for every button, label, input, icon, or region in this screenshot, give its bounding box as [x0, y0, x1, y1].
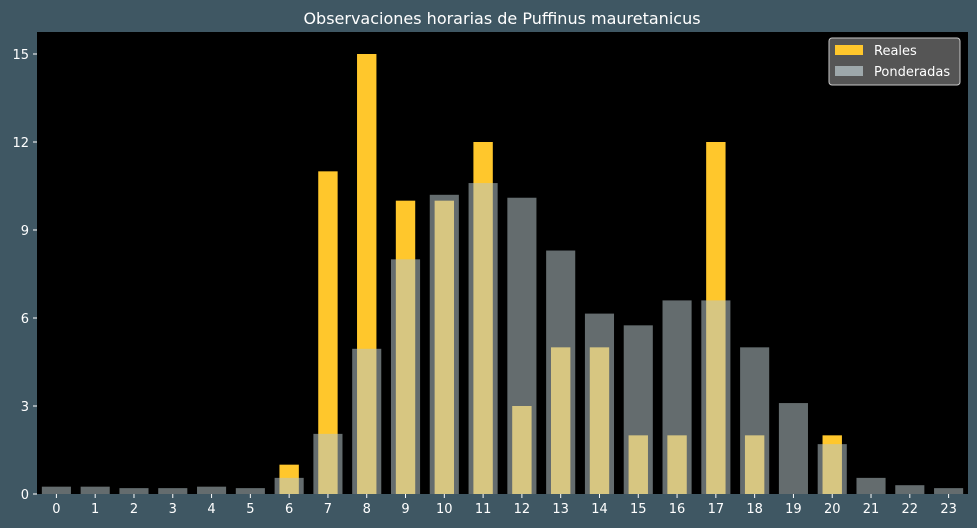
bar-ponderadas-8: [352, 348, 382, 494]
bar-ponderadas-7: [313, 433, 343, 494]
x-tick-label-20: 20: [824, 502, 841, 517]
bar-ponderadas-21: [856, 477, 886, 494]
x-tick-label-3: 3: [169, 502, 177, 517]
y-tick-label-3: 3: [21, 400, 29, 415]
bar-ponderadas-2: [119, 488, 149, 494]
bar-ponderadas-3: [158, 488, 188, 494]
x-tick-label-4: 4: [207, 502, 215, 517]
x-tick-label-22: 22: [902, 502, 919, 517]
plot-area: [37, 32, 968, 494]
x-axis: 0 1 2 3 4 5 6 7 8 9 10 11 12 13 14 15 16 17 18 19 20 21 22 23: [52, 494, 957, 517]
x-tick-label-9: 9: [401, 502, 409, 517]
legend: Reales Ponderadas: [828, 37, 961, 86]
bar-ponderadas-5: [235, 488, 265, 494]
x-tick-label-6: 6: [285, 502, 293, 517]
x-tick-label-8: 8: [363, 502, 371, 517]
x-tick-label-16: 16: [669, 502, 686, 517]
y-tick-label-0: 0: [21, 488, 29, 503]
bar-ponderadas-16: [662, 300, 692, 494]
legend-swatch-ponderadas: [835, 66, 863, 76]
bar-ponderadas-18: [740, 347, 770, 494]
y-tick-label-12: 12: [12, 136, 29, 151]
y-tick-label-6: 6: [21, 312, 29, 327]
bar-ponderadas-0: [41, 486, 71, 494]
x-tick-label-0: 0: [52, 502, 60, 517]
bar-ponderadas-11: [468, 183, 498, 495]
bar-ponderadas-10: [429, 194, 459, 495]
bar-ponderadas-4: [197, 486, 227, 494]
series-ponderadas: [41, 183, 964, 495]
y-tick-label-15: 15: [12, 48, 29, 63]
x-tick-label-23: 23: [940, 502, 957, 517]
legend-label-ponderadas: Ponderadas: [874, 65, 950, 80]
bar-ponderadas-19: [778, 403, 808, 494]
bar-ponderadas-1: [80, 486, 110, 494]
x-tick-label-15: 15: [630, 502, 647, 517]
bar-ponderadas-20: [817, 444, 847, 494]
x-tick-label-18: 18: [746, 502, 763, 517]
legend-label-reales: Reales: [874, 44, 917, 59]
bar-ponderadas-17: [701, 300, 731, 494]
bar-reales-7: [318, 171, 338, 495]
x-tick-label-19: 19: [785, 502, 802, 517]
bar-ponderadas-12: [507, 197, 537, 494]
x-tick-label-1: 1: [91, 502, 99, 517]
bar-ponderadas-22: [895, 485, 925, 494]
bar-ponderadas-15: [623, 325, 653, 494]
x-tick-label-10: 10: [436, 502, 453, 517]
x-tick-label-12: 12: [514, 502, 531, 517]
y-axis: 0 3 6 9 12 15: [12, 48, 37, 503]
x-tick-label-11: 11: [475, 502, 492, 517]
bar-ponderadas-13: [546, 250, 576, 494]
x-tick-label-21: 21: [863, 502, 880, 517]
bar-ponderadas-9: [390, 259, 421, 494]
chart-title: Observaciones horarias de Puffinus maure…: [303, 9, 700, 28]
bar-ponderadas-23: [934, 488, 964, 494]
x-tick-label-14: 14: [591, 502, 608, 517]
x-tick-label-13: 13: [552, 502, 569, 517]
x-tick-label-5: 5: [246, 502, 254, 517]
legend-swatch-reales: [835, 45, 863, 55]
bar-ponderadas-14: [584, 313, 615, 494]
x-tick-label-7: 7: [324, 502, 332, 517]
y-tick-label-9: 9: [21, 224, 29, 239]
bar-ponderadas-6: [274, 477, 304, 494]
x-tick-label-17: 17: [708, 502, 725, 517]
x-tick-label-2: 2: [130, 502, 138, 517]
